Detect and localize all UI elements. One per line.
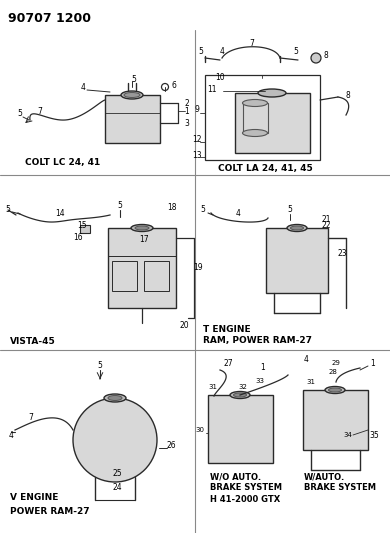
Circle shape [311, 53, 321, 63]
Text: 23: 23 [337, 248, 347, 257]
Bar [105, 95, 160, 143]
Ellipse shape [287, 224, 307, 231]
Text: 11: 11 [207, 85, 216, 93]
Text: 20: 20 [179, 321, 189, 330]
Text: 14: 14 [55, 208, 65, 217]
Text: 17: 17 [139, 236, 149, 245]
Text: 5: 5 [199, 47, 204, 56]
Bar [303, 390, 368, 450]
Text: 31: 31 [307, 379, 316, 385]
Ellipse shape [328, 388, 342, 392]
Bar [80, 225, 90, 233]
Text: 4: 4 [303, 356, 308, 365]
Text: 16: 16 [73, 232, 83, 241]
Text: 21: 21 [321, 215, 331, 224]
Text: 25: 25 [112, 470, 122, 479]
Text: 5: 5 [131, 75, 136, 84]
Text: 28: 28 [328, 369, 337, 375]
Text: 8: 8 [324, 52, 328, 61]
Text: 5: 5 [5, 206, 11, 214]
Bar [205, 75, 320, 160]
Text: COLT LC 24, 41: COLT LC 24, 41 [25, 157, 100, 166]
Text: 3: 3 [184, 118, 190, 127]
Text: V ENGINE: V ENGINE [10, 494, 58, 503]
Bar [266, 228, 328, 293]
Text: 9: 9 [195, 106, 199, 115]
Ellipse shape [135, 226, 149, 230]
Text: 22: 22 [321, 222, 331, 230]
Text: 33: 33 [255, 378, 264, 384]
Text: 4: 4 [220, 47, 224, 56]
Text: 15: 15 [77, 221, 87, 230]
Ellipse shape [108, 395, 122, 400]
Text: 32: 32 [239, 384, 247, 390]
Text: 12: 12 [192, 135, 202, 144]
Ellipse shape [234, 393, 246, 397]
Bar [108, 228, 176, 308]
Text: 4: 4 [81, 83, 85, 92]
Text: 29: 29 [332, 360, 340, 366]
Ellipse shape [121, 91, 143, 99]
Circle shape [73, 398, 157, 482]
Ellipse shape [104, 394, 126, 402]
Ellipse shape [230, 392, 250, 399]
Text: 19: 19 [193, 263, 203, 272]
Text: 34: 34 [344, 432, 353, 438]
Ellipse shape [243, 100, 268, 107]
Text: 35: 35 [369, 431, 379, 440]
Text: 7: 7 [28, 414, 34, 423]
Bar [112, 261, 137, 291]
Ellipse shape [243, 130, 268, 136]
Text: 26: 26 [166, 440, 176, 449]
Text: 10: 10 [215, 74, 225, 83]
Text: 6: 6 [172, 80, 176, 90]
Bar [235, 93, 310, 153]
Text: 5: 5 [287, 206, 292, 214]
Text: 1: 1 [184, 107, 190, 116]
Text: 31: 31 [209, 384, 218, 390]
Text: 4: 4 [236, 208, 241, 217]
Text: 5: 5 [200, 206, 206, 214]
Text: RAM, POWER RAM-27: RAM, POWER RAM-27 [203, 336, 312, 345]
Ellipse shape [258, 89, 286, 97]
Bar [208, 395, 273, 463]
Text: BRAKE SYSTEM: BRAKE SYSTEM [304, 483, 376, 492]
Ellipse shape [124, 93, 140, 98]
Text: BRAKE SYSTEM: BRAKE SYSTEM [210, 483, 282, 492]
Text: H 41-2000 GTX: H 41-2000 GTX [210, 495, 280, 504]
Text: 5: 5 [117, 201, 122, 211]
Text: 13: 13 [192, 150, 202, 159]
Text: T ENGINE: T ENGINE [203, 326, 251, 335]
Bar [243, 103, 268, 133]
Text: 24: 24 [112, 482, 122, 491]
Text: 27: 27 [223, 359, 233, 367]
Text: 7: 7 [250, 39, 254, 49]
Text: VISTA-45: VISTA-45 [10, 337, 56, 346]
Text: 7: 7 [37, 108, 43, 117]
Text: 30: 30 [195, 427, 204, 433]
Ellipse shape [291, 226, 303, 230]
Text: 90707 1200: 90707 1200 [8, 12, 91, 25]
Text: COLT LA 24, 41, 45: COLT LA 24, 41, 45 [218, 164, 313, 173]
Text: 4: 4 [9, 432, 13, 440]
Text: W/AUTO.: W/AUTO. [304, 472, 345, 481]
Text: 1: 1 [261, 362, 265, 372]
Text: 5: 5 [18, 109, 23, 117]
Text: W/O AUTO.: W/O AUTO. [210, 472, 261, 481]
Text: 5: 5 [294, 47, 298, 56]
Text: 18: 18 [167, 203, 177, 212]
Text: 1: 1 [370, 359, 375, 367]
Text: 8: 8 [346, 91, 350, 100]
Ellipse shape [131, 224, 153, 231]
Text: 2: 2 [184, 99, 190, 108]
Ellipse shape [325, 386, 345, 393]
Text: POWER RAM-27: POWER RAM-27 [10, 506, 90, 515]
Text: 5: 5 [98, 360, 103, 369]
Bar [144, 261, 169, 291]
